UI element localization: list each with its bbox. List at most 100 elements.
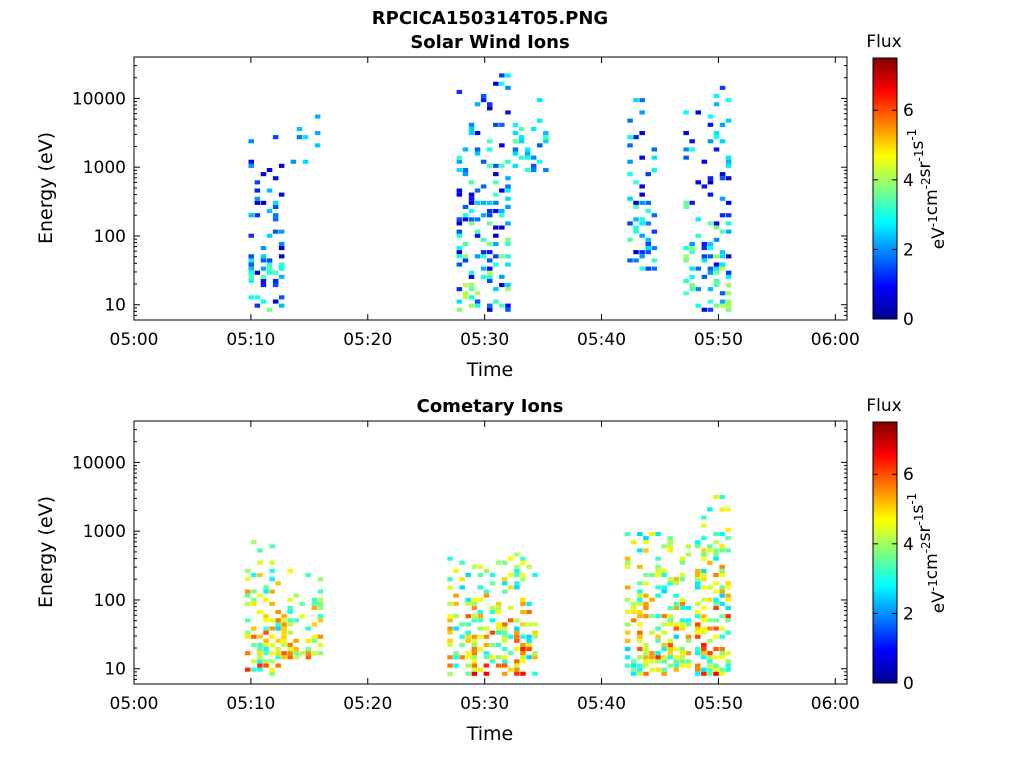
heatmap-cell (518, 126, 525, 131)
heatmap-cell (468, 295, 475, 300)
heatmap-cell (520, 577, 526, 582)
heatmap-cell (269, 651, 275, 656)
heatmap-cell (248, 270, 254, 275)
heatmap-cell (713, 548, 719, 553)
heatmap-cell (643, 581, 649, 586)
heatmap-cell (502, 655, 508, 660)
colorbar-unit-base: sr (915, 161, 935, 177)
heatmap-cell (701, 254, 708, 259)
heatmap-cell (493, 241, 499, 246)
heatmap-cell (493, 262, 499, 267)
heatmap-cell (281, 655, 287, 660)
heatmap-cell (248, 266, 254, 271)
heatmap-cluster (281, 568, 324, 660)
heatmap-cell (471, 597, 478, 602)
heatmap-cell (287, 610, 293, 615)
heatmap-cell (447, 618, 453, 623)
heatmap-cell (689, 200, 695, 205)
heatmap-cell (520, 573, 526, 578)
heatmap-cell (502, 671, 508, 676)
heatmap-cell (493, 287, 499, 292)
heatmap-cell (493, 254, 499, 259)
heatmap-cell (495, 560, 502, 565)
heatmap-cell (471, 671, 478, 676)
heatmap-cell (505, 287, 511, 292)
heatmap-cell (639, 98, 645, 103)
heatmap-cell (514, 568, 520, 573)
heatmap-cell (275, 618, 281, 623)
heatmap-cell (493, 180, 499, 185)
heatmap-cell (661, 585, 667, 590)
heatmap-cell (685, 605, 692, 610)
heatmap-cell (719, 262, 726, 267)
heatmap-cell (679, 647, 686, 652)
heatmap-cell (257, 560, 263, 565)
heatmap-cell (526, 655, 532, 660)
x-tick-label: 05:20 (343, 330, 392, 350)
heatmap-cell (514, 581, 520, 586)
heatmap-cell (275, 651, 281, 656)
heatmap-cell (725, 659, 731, 664)
heatmap-cell (639, 200, 645, 205)
heatmap-cell (719, 196, 726, 201)
heatmap-cell (263, 663, 269, 668)
heatmap-cell (245, 634, 251, 639)
heatmap-cell (245, 601, 251, 606)
heatmap-cell (471, 647, 478, 652)
heatmap-cell (251, 659, 257, 664)
heatmap-cell (645, 266, 651, 271)
heatmap-cell (477, 610, 484, 615)
heatmap-cell (707, 544, 713, 549)
heatmap-cell (655, 585, 661, 590)
heatmap-cell (514, 573, 520, 578)
heatmap-cell (701, 651, 707, 656)
heatmap-cell (526, 610, 532, 615)
heatmap-cell (624, 597, 631, 602)
heatmap-cell (254, 188, 261, 193)
heatmap-cell (651, 229, 658, 234)
heatmap-cell (518, 139, 525, 144)
heatmap-cell (633, 200, 639, 205)
heatmap-cell (639, 266, 645, 271)
heatmap-cell (508, 634, 514, 639)
heatmap-cell (695, 622, 701, 627)
heatmap-cell (530, 168, 537, 173)
heatmap-cell (465, 630, 471, 635)
heatmap-cell (532, 622, 538, 627)
heatmap-cell (701, 618, 707, 623)
heatmap-cell (317, 618, 324, 623)
heatmap-cell (518, 155, 525, 160)
heatmap-cell (627, 159, 633, 164)
heatmap-cell (311, 605, 318, 610)
heatmap-cell (637, 532, 643, 537)
heatmap-cell (655, 667, 661, 672)
heatmap-cell (725, 274, 732, 279)
heatmap-cell (701, 556, 707, 561)
heatmap-cell (465, 597, 471, 602)
heatmap-cell (673, 626, 679, 631)
heatmap-cell (524, 151, 531, 156)
heatmap-cell (483, 626, 490, 631)
heatmap-cell (655, 659, 661, 664)
heatmap-cell (689, 147, 695, 152)
heatmap-cell (263, 647, 269, 652)
heatmap-cell (471, 634, 478, 639)
heatmap-cell (637, 630, 643, 635)
heatmap-cell (483, 651, 490, 656)
heatmap-cell (683, 204, 689, 209)
heatmap-cell (645, 172, 651, 177)
heatmap-cell (311, 651, 318, 656)
heatmap-cell (248, 213, 254, 218)
heatmap-cell (543, 131, 549, 136)
colorbar-tick-label: 2 (903, 604, 914, 624)
heatmap-cell (649, 597, 655, 602)
heatmap-cell (453, 614, 459, 619)
heatmap-cell (633, 258, 639, 263)
heatmap-cell (719, 667, 725, 672)
heatmap-cell (639, 233, 645, 238)
heatmap-cell (257, 667, 263, 672)
heatmap-cell (679, 577, 686, 582)
heatmap-cell (493, 299, 499, 304)
heatmap-cell (272, 283, 279, 288)
heatmap-cell (275, 626, 281, 631)
